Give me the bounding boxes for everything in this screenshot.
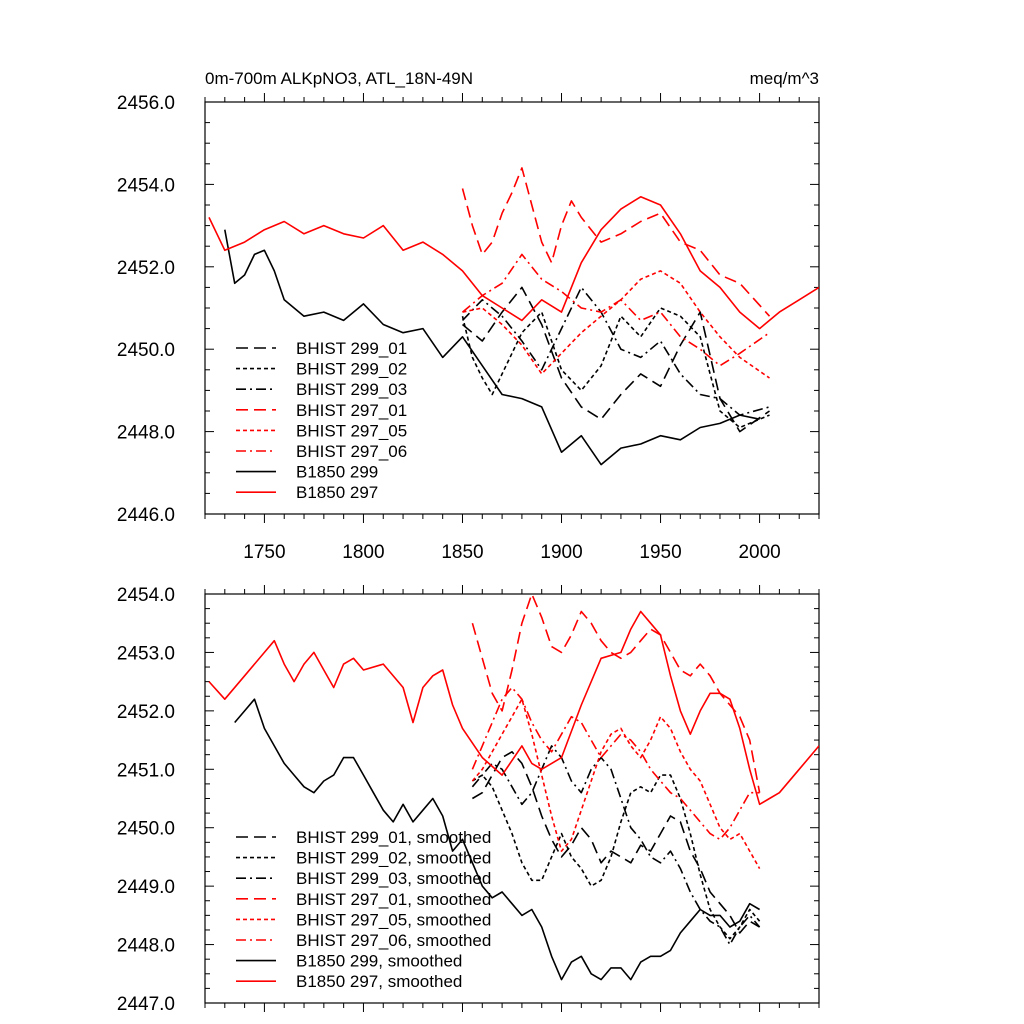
series-line-b1850-297-smoothed xyxy=(208,610,819,806)
series-line-bhist-299-02 xyxy=(461,307,770,429)
chart-title: 0m-700m ALKpNO3, ATL_18N-49N xyxy=(205,69,473,88)
y-tick-label: 2454.0 xyxy=(117,175,175,196)
y-tick-label: 2449.0 xyxy=(117,877,175,898)
legend-label: BHIST 297_01, smoothed xyxy=(296,890,491,909)
units-label: meq/m^3 xyxy=(750,69,819,88)
y-tick-label: 2446.0 xyxy=(117,505,175,526)
y-tick-label: 2456.0 xyxy=(117,93,175,114)
legend-label: BHIST 299_02, smoothed xyxy=(296,849,491,868)
legend-label: BHIST 299_02 xyxy=(296,360,407,379)
x-tick-label: 1850 xyxy=(441,542,483,563)
legend-label: B1850 297 xyxy=(296,483,378,502)
y-tick-label: 2453.0 xyxy=(117,643,175,664)
series-line-b1850-299-smoothed xyxy=(234,698,761,981)
legend-label: BHIST 297_05 xyxy=(296,421,407,440)
legend-label: BHIST 297_06 xyxy=(296,442,407,461)
bottom-panel: 2447.0 2448.0 2449.0 2450.0 2451.0 2452.0 2453… xyxy=(117,585,820,1015)
y-tick-label: 2448.0 xyxy=(117,423,175,444)
y-tick-label: 2452.0 xyxy=(117,702,175,723)
legend-label: B1850 297, smoothed xyxy=(296,972,462,991)
series-line-bhist-297-05 xyxy=(462,270,770,379)
series-line-bhist-297-01 xyxy=(461,167,771,317)
x-tick-label: 1750 xyxy=(243,542,285,563)
series-line-bhist-299-03-smoothed xyxy=(471,745,761,946)
legend-label: BHIST 299_03 xyxy=(296,380,407,399)
legend-label: BHIST 299_03, smoothed xyxy=(296,869,491,888)
y-tick-label: 2452.0 xyxy=(117,258,175,279)
legend-label: BHIST 299_01, smoothed xyxy=(296,828,491,847)
series-line-bhist-299-01-smoothed xyxy=(471,751,761,934)
y-tick-label: 2450.0 xyxy=(117,819,175,840)
y-tick-label: 2447.0 xyxy=(117,994,175,1015)
x-tick-label: 2000 xyxy=(738,542,780,563)
x-tick-label: 1900 xyxy=(540,542,582,563)
y-tick-label: 2454.0 xyxy=(117,585,175,606)
y-tick-label: 2448.0 xyxy=(117,936,175,957)
series-line-b1850-297 xyxy=(208,196,819,330)
series-group xyxy=(208,167,819,466)
series-line-b1850-299 xyxy=(224,229,760,466)
legend-label: BHIST 297_01 xyxy=(296,401,407,420)
legend-label: BHIST 299_01 xyxy=(296,339,407,358)
legend-label: B1850 299, smoothed xyxy=(296,952,462,971)
series-line-bhist-297-06-smoothed xyxy=(471,686,760,841)
series-line-bhist-299-03 xyxy=(461,286,770,416)
series-group xyxy=(208,594,819,981)
legend-label: B1850 299 xyxy=(296,463,378,482)
series-line-bhist-297-01-smoothed xyxy=(471,594,761,793)
y-tick-label: 2451.0 xyxy=(117,760,175,781)
series-line-bhist-299-01 xyxy=(461,286,770,433)
x-tick-label: 1950 xyxy=(639,542,681,563)
y-tick-label: 2450.0 xyxy=(117,340,175,361)
legend-label: BHIST 297_05, smoothed xyxy=(296,910,491,929)
legend-label: BHIST 297_06, smoothed xyxy=(296,931,491,950)
top-panel: 2446.0 2448.0 2450.0 2452.0 2454.0 2456.0 1750… xyxy=(117,93,820,563)
series-line-bhist-297-06 xyxy=(461,253,770,367)
x-tick-label: 1800 xyxy=(342,542,384,563)
series-line-bhist-297-05-smoothed xyxy=(471,698,761,869)
